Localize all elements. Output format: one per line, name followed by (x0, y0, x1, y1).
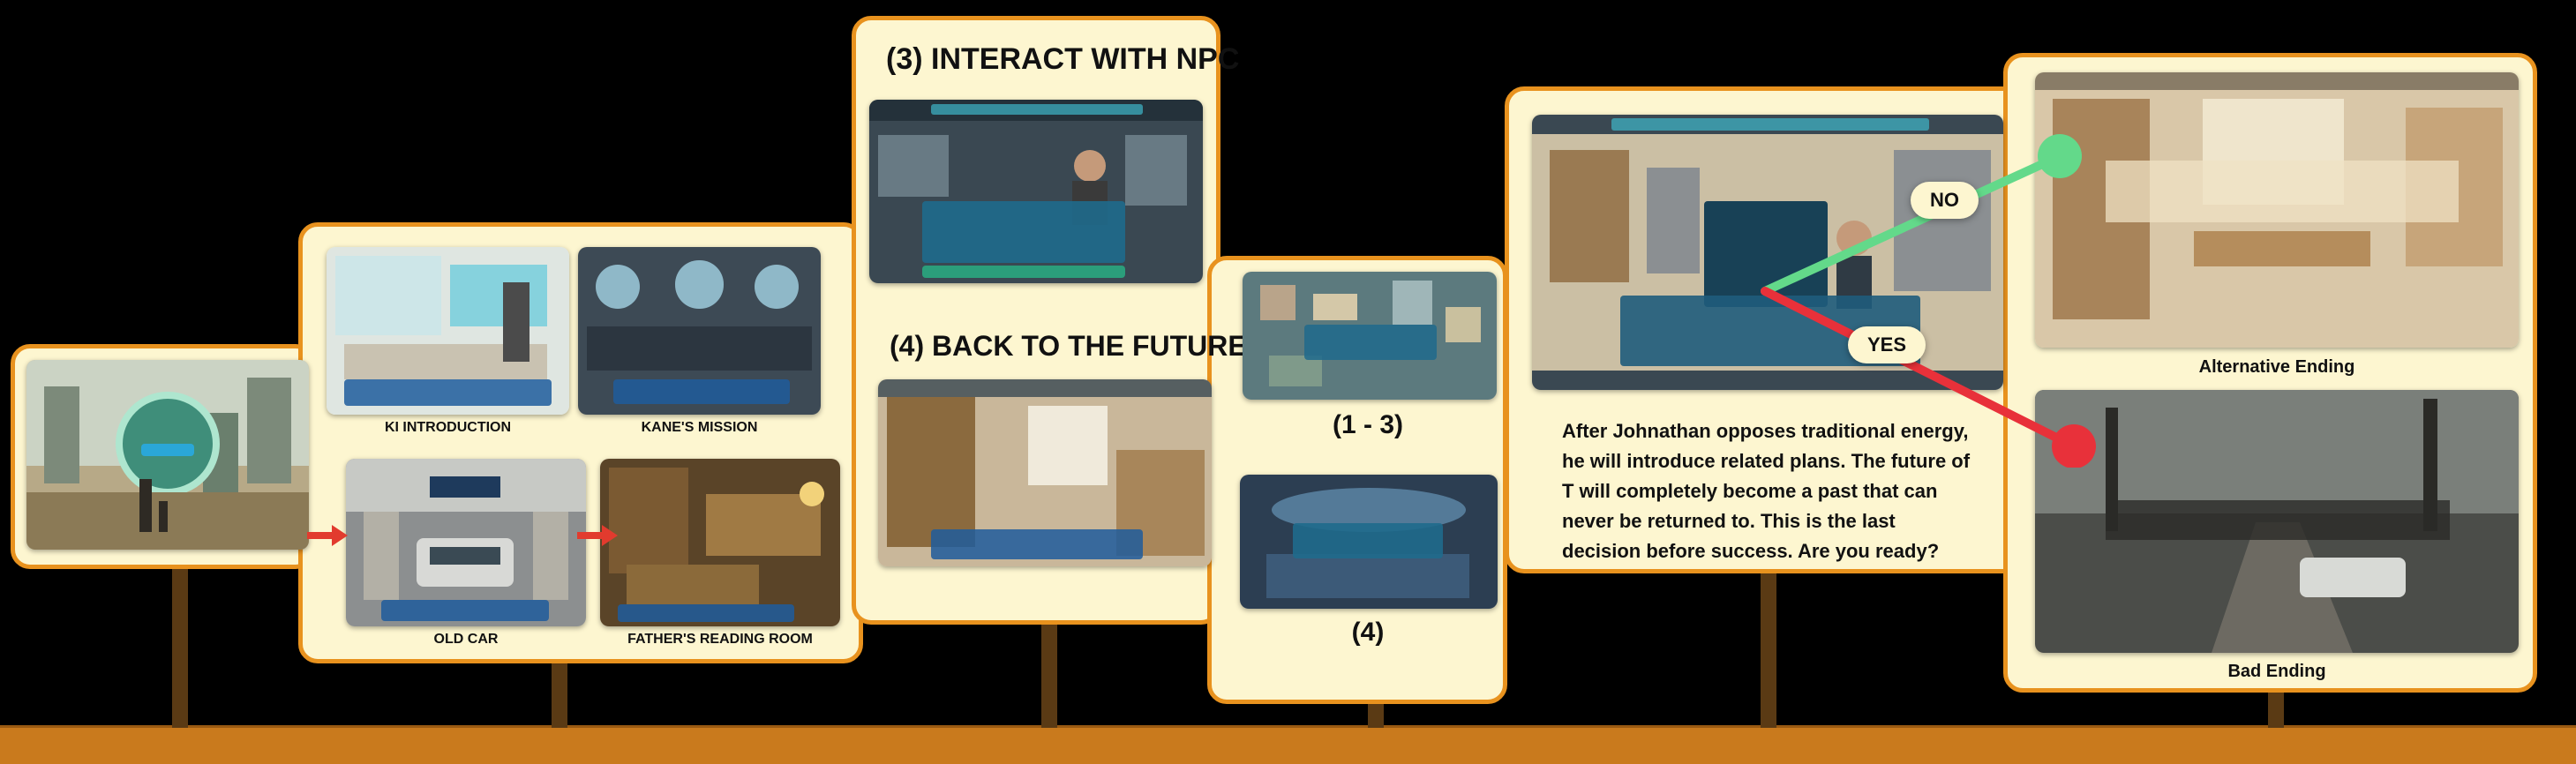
back-to-future-screenshot (878, 379, 1212, 566)
interact-npc-screenshot (869, 100, 1203, 283)
start-game-screenshot (26, 360, 309, 550)
decision-connectors (1761, 134, 2096, 468)
support-post (1368, 697, 1384, 728)
old-car-screenshot (346, 459, 586, 626)
support-post (552, 653, 567, 728)
no-branch-end (2038, 134, 2082, 178)
caption-range-1-3: (1 - 3) (1332, 410, 1403, 439)
caption-range-4: (4) (1351, 618, 1385, 647)
arrow-to-old-car (307, 525, 348, 546)
decision-screenshot (1532, 115, 2003, 390)
caption-fathers-reading-room: FATHER'S READING ROOM (627, 632, 813, 647)
choice-yes[interactable]: YES (1848, 326, 1926, 363)
support-post (2268, 688, 2284, 728)
ending-range-4-screenshot (1240, 475, 1498, 609)
ki-introduction-screenshot (327, 247, 569, 415)
no-branch-line (1761, 152, 2064, 296)
fathers-reading-room-screenshot (600, 459, 840, 626)
caption-bad-ending: Bad Ending (2227, 662, 2326, 681)
kanes-mission-screenshot (578, 247, 821, 415)
caption-kanes-mission: KANE'S MISSION (641, 420, 758, 435)
story-text: After Johnathan opposes traditional ener… (1562, 420, 1971, 562)
ending-range-1-3-screenshot (1243, 272, 1497, 400)
arrow-to-reading-room (577, 525, 618, 546)
header-interact-with-npc: (3) INTERACT WITH NPC (886, 42, 1240, 76)
bad-ending-screenshot (2035, 390, 2519, 653)
choice-no[interactable]: NO (1911, 182, 1979, 219)
caption-alternative-ending: Alternative Ending (2198, 357, 2355, 377)
support-post (1761, 569, 1776, 728)
yes-branch-line (1761, 287, 2078, 451)
alternative-ending-screenshot (2035, 72, 2519, 348)
caption-old-car: OLD CAR (433, 632, 499, 647)
header-back-to-the-future: (4) BACK TO THE FUTURE (890, 330, 1247, 362)
support-post (1041, 609, 1057, 728)
support-post (172, 565, 188, 728)
caption-ki-introduction: KI INTRODUCTION (384, 420, 512, 435)
yes-branch-end (2052, 424, 2096, 468)
ground-bar (0, 725, 2576, 764)
